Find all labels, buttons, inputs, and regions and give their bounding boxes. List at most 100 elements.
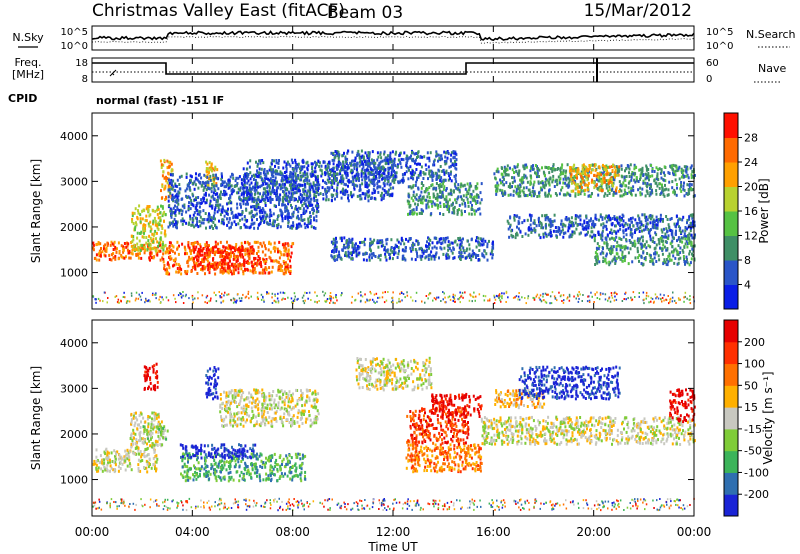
data-cell: [676, 186, 678, 190]
data-cell: [428, 169, 431, 173]
data-cell: [257, 171, 260, 175]
data-cell: [562, 172, 565, 176]
data-cell: [98, 251, 101, 255]
data-cell: [410, 196, 413, 200]
data-cell: [208, 193, 211, 197]
data-cell: [464, 256, 467, 260]
data-cell: [335, 165, 338, 169]
data-cell: [422, 209, 424, 213]
data-cell: [222, 245, 225, 249]
data-cell: [533, 222, 536, 225]
data-cell: [590, 230, 593, 234]
data-cell: [189, 214, 192, 218]
data-cell: [660, 176, 663, 180]
data-cell: [185, 172, 188, 176]
data-cell: [405, 161, 408, 165]
data-cell: [440, 247, 443, 251]
data-cell: [154, 219, 157, 223]
data-cell: [333, 258, 336, 262]
data-cell: [269, 210, 272, 214]
data-cell: [380, 174, 383, 178]
data-cell: [163, 187, 166, 191]
data-cell: [686, 221, 688, 225]
data-cell: [248, 165, 251, 169]
data-cell: [623, 188, 626, 192]
data-cell: [282, 203, 285, 207]
data-cell: [306, 168, 309, 172]
data-cell: [373, 164, 376, 168]
data-cell: [302, 179, 305, 183]
data-cell: [222, 259, 225, 263]
data-cell: [468, 243, 471, 247]
data-cell: [544, 218, 547, 222]
data-cell: [654, 231, 657, 235]
data-cell: [170, 221, 173, 225]
data-cell: [519, 185, 522, 188]
data-cell: [252, 185, 254, 189]
data-cell: [407, 157, 410, 161]
data-cell: [297, 162, 300, 166]
data-cell: [274, 204, 277, 208]
nsearch-tick-low: 10^0: [706, 41, 733, 52]
data-cell: [421, 201, 424, 205]
data-cell: [337, 181, 340, 185]
data-cell: [275, 161, 278, 165]
data-cell: [521, 181, 524, 185]
data-cell: [253, 226, 256, 230]
data-cell: [222, 250, 225, 254]
data-cell: [436, 203, 438, 207]
data-cell: [184, 271, 187, 275]
data-cell: [576, 186, 579, 190]
data-cell: [389, 151, 392, 155]
data-cell: [613, 190, 615, 194]
data-cell: [414, 195, 417, 199]
data-cell: [229, 245, 232, 249]
data-cell: [282, 196, 285, 200]
data-cell: [168, 221, 171, 225]
data-cell: [606, 166, 609, 169]
data-cell: [265, 174, 268, 178]
data-cell: [516, 165, 519, 169]
data-cell: [542, 232, 545, 236]
data-cell: [423, 172, 426, 176]
data-cell: [213, 184, 216, 188]
data-cell: [420, 201, 422, 205]
data-cell: [189, 188, 192, 192]
data-cell: [213, 250, 216, 254]
data-cell: [202, 221, 205, 225]
data-cell: [218, 193, 221, 197]
data-cell: [255, 199, 258, 202]
data-cell: [558, 181, 561, 185]
data-cell: [435, 188, 438, 192]
data-cell: [207, 248, 210, 252]
data-cell: [253, 215, 255, 219]
data-cell: [302, 209, 305, 213]
data-cell: [346, 171, 349, 175]
data-cell: [561, 171, 564, 175]
data-cell: [303, 192, 306, 196]
data-cell: [618, 217, 621, 221]
data-cell: [286, 180, 288, 184]
data-cell: [518, 169, 521, 173]
data-cell: [684, 229, 687, 233]
data-cell: [429, 238, 432, 242]
data-cell: [209, 199, 212, 203]
data-cell: [160, 204, 162, 208]
data-cell: [126, 244, 129, 248]
data-cell: [272, 174, 275, 178]
data-cell: [622, 229, 625, 233]
data-cell: [286, 216, 289, 220]
data-cell: [333, 158, 336, 162]
data-cell: [195, 217, 198, 221]
data-cell: [165, 195, 167, 199]
data-cell: [330, 193, 333, 197]
data-cell: [114, 247, 117, 251]
data-cell: [624, 169, 626, 173]
data-cell: [432, 160, 435, 164]
data-cell: [383, 193, 386, 197]
data-cell: [194, 267, 197, 271]
data-cell: [435, 172, 438, 176]
data-cell: [362, 155, 365, 159]
data-cell: [386, 154, 389, 158]
nsky-label: N.Sky: [12, 31, 44, 44]
